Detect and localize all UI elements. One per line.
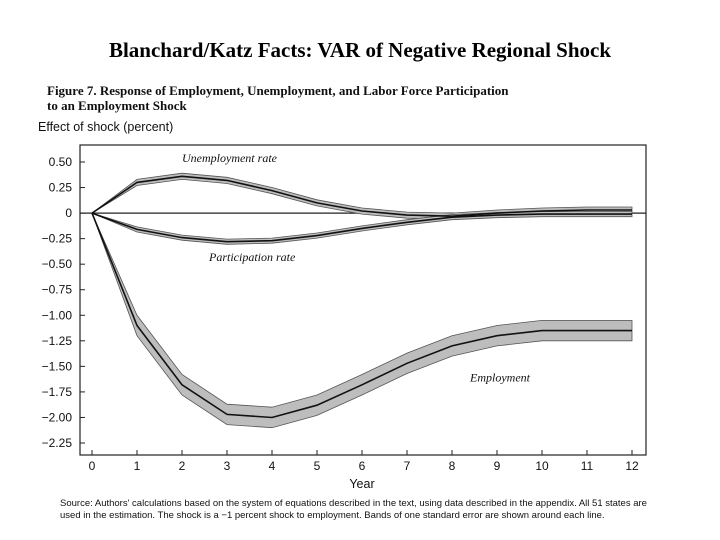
y-tick-label: 0 xyxy=(65,206,72,220)
y-tick-label: −0.50 xyxy=(42,257,73,271)
x-tick-label: 3 xyxy=(224,459,231,473)
y-tick-label: −1.00 xyxy=(42,308,73,322)
y-tick-label: −1.50 xyxy=(42,359,73,373)
slide-title: Blanchard/Katz Facts: VAR of Negative Re… xyxy=(108,38,612,62)
series-labels: Unemployment rate Participation rate Emplo… xyxy=(182,151,531,385)
x-tick-label: 9 xyxy=(494,459,501,473)
source-note: Source: Authors' calculations based on t… xyxy=(60,498,647,521)
y-tick-label: −1.25 xyxy=(42,334,73,348)
x-tick-label: 11 xyxy=(581,459,594,473)
x-tick-label: 7 xyxy=(404,459,411,473)
y-tick-label: 0.50 xyxy=(49,155,73,169)
x-tick-label: 8 xyxy=(449,459,456,473)
y-tick-label: −2.25 xyxy=(42,436,73,450)
x-axis-title: Year xyxy=(349,477,374,491)
y-tick-label: −2.00 xyxy=(42,410,73,424)
employment-band xyxy=(91,212,633,429)
y-tick-label: 0.25 xyxy=(49,181,73,195)
figure-caption-line-2: to an Employment Shock xyxy=(47,98,187,113)
x-tick-label: 1 xyxy=(134,459,141,473)
y-axis-title: Effect of shock (percent) xyxy=(38,120,174,134)
unemployment-rate-line xyxy=(91,175,632,218)
x-tick-label: 12 xyxy=(625,459,639,473)
employment-line xyxy=(91,212,632,419)
y-tick-label: −1.75 xyxy=(42,385,73,399)
employment-label: Employment xyxy=(469,371,531,385)
participation-rate-label: Participation rate xyxy=(208,250,296,264)
unemployment-rate-label: Unemployment rate xyxy=(182,151,278,165)
figure-caption: Figure 7. Response of Employment, Unempl… xyxy=(47,83,647,113)
x-tick-label: 2 xyxy=(179,459,186,473)
y-tick-label: −0.75 xyxy=(42,283,73,297)
x-tick-label: 4 xyxy=(269,459,276,473)
participation-rate-line xyxy=(91,212,632,243)
x-tick-label: 0 xyxy=(89,459,96,473)
series-lines xyxy=(91,175,632,419)
x-tick-label: 10 xyxy=(535,459,549,473)
figure-caption-line-1: Figure 7. Response of Employment, Unempl… xyxy=(47,83,509,98)
y-tick-label: −0.25 xyxy=(42,232,73,246)
plot-frame xyxy=(79,144,647,456)
x-tick-label: 5 xyxy=(314,459,321,473)
x-tick-label: 6 xyxy=(359,459,366,473)
